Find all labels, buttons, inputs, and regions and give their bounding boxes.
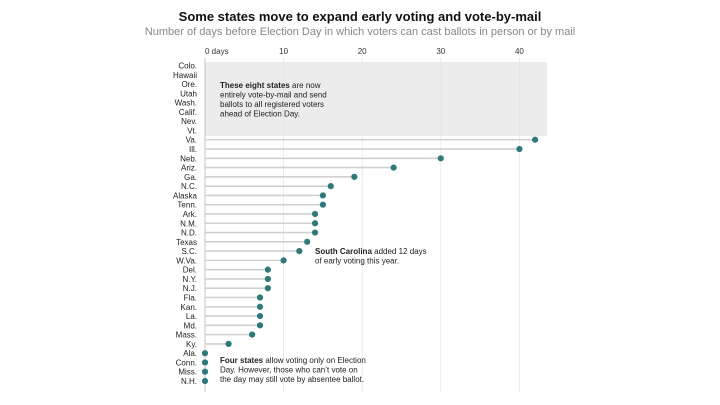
- chart-subtitle: Number of days before Election Day in wh…: [144, 26, 576, 38]
- data-point: [256, 312, 264, 320]
- state-label: Vt.: [187, 126, 197, 135]
- x-tick-label: 40: [515, 47, 524, 56]
- data-point: [256, 294, 264, 301]
- data-point: [201, 368, 209, 375]
- state-label: Tenn.: [177, 201, 197, 210]
- state-label: Calif.: [179, 108, 197, 117]
- data-point: [390, 164, 397, 171]
- chart-title: Some states move to expand early voting …: [178, 9, 542, 24]
- data-point: [304, 238, 311, 245]
- data-point: [201, 359, 209, 366]
- state-label: Hawaii: [173, 71, 197, 80]
- state-label: Colo.: [178, 62, 197, 71]
- state-label: Alaska: [173, 191, 198, 200]
- data-point: [264, 275, 271, 283]
- state-label: Ariz.: [181, 164, 197, 173]
- state-label: N.D.: [181, 229, 197, 238]
- data-point: [296, 248, 303, 255]
- data-point: [532, 136, 539, 143]
- state-label: Ky.: [186, 340, 197, 349]
- state-label: S.C.: [181, 247, 197, 256]
- data-point: [319, 201, 326, 208]
- data-point: [311, 210, 319, 218]
- state-label: Neb.: [180, 154, 197, 163]
- x-tick-label: 10: [279, 47, 288, 56]
- state-label: N.M.: [180, 219, 197, 228]
- state-label: N.Y.: [182, 275, 197, 284]
- state-label: Utah: [180, 89, 197, 98]
- state-label: Fla.: [184, 294, 197, 303]
- vote-by-mail-shade: [205, 62, 547, 136]
- data-point: [256, 322, 264, 329]
- state-label: N.H.: [181, 377, 197, 386]
- state-label: Md.: [184, 321, 197, 330]
- state-label: Texas: [176, 238, 197, 247]
- state-label: Miss.: [178, 368, 197, 377]
- state-label: Wash.: [175, 99, 197, 108]
- vote-by-mail-annotation: These eight states are now entirely vote-…: [220, 81, 327, 119]
- state-label: Nev.: [181, 117, 197, 126]
- state-label: Ga.: [184, 173, 197, 182]
- data-point: [351, 173, 358, 180]
- state-label: Ill.: [189, 145, 197, 154]
- x-tick-label: 30: [436, 47, 445, 56]
- data-point: [437, 155, 444, 162]
- data-point: [311, 229, 319, 236]
- state-label: Kan.: [181, 303, 197, 312]
- data-point: [201, 350, 209, 357]
- state-label: La.: [186, 312, 197, 321]
- data-point: [201, 377, 209, 385]
- data-point: [280, 257, 287, 264]
- data-point: [327, 183, 334, 190]
- data-point: [249, 331, 256, 338]
- state-label: N.J.: [183, 284, 197, 293]
- state-label: Ark.: [183, 210, 197, 219]
- south-carolina-annotation: South Carolina added 12 days of early vot…: [315, 247, 427, 266]
- data-point: [264, 266, 271, 273]
- state-label: Conn.: [176, 358, 197, 367]
- state-label: Ala.: [183, 349, 197, 358]
- election-day-only-annotation: Four states allow voting only on Electio…: [220, 356, 366, 384]
- data-point: [516, 145, 523, 153]
- state-label: Ore.: [181, 80, 197, 89]
- x-tick-label: 0 days: [205, 47, 229, 56]
- state-label: Mass.: [176, 331, 197, 340]
- state-label: N.C.: [181, 182, 197, 191]
- state-label: W.Va.: [176, 256, 197, 265]
- x-tick-label: 20: [358, 47, 367, 56]
- data-point: [319, 192, 326, 199]
- data-point: [256, 303, 264, 310]
- data-point: [225, 340, 232, 347]
- state-label: Va.: [186, 136, 197, 145]
- data-point: [264, 285, 271, 292]
- data-point: [311, 220, 319, 227]
- state-label: Del.: [183, 266, 197, 275]
